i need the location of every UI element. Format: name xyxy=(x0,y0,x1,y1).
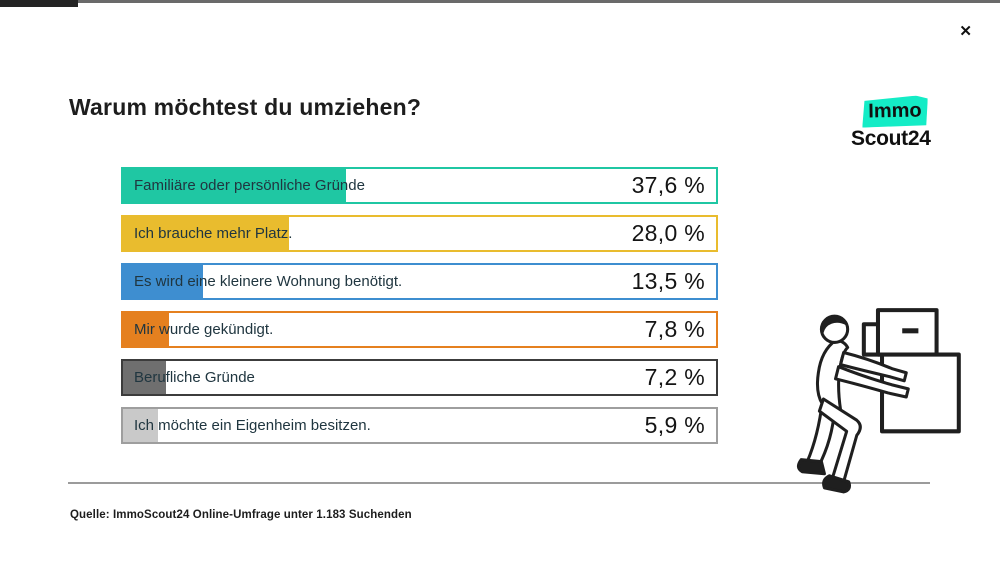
bar-fill xyxy=(123,361,166,394)
floor-line xyxy=(68,482,930,484)
window-top-edge-left-segment xyxy=(0,0,78,7)
logo-badge: Immo xyxy=(862,95,929,127)
logo-word-scout24: Scout24 xyxy=(851,127,931,150)
bar-category-label: Es wird eine kleinere Wohnung benötigt. xyxy=(134,273,403,290)
bar-category-label: Ich möchte ein Eigenheim besitzen. xyxy=(134,417,371,434)
logo-word-immo: Immo xyxy=(868,99,922,123)
bar-value-label: 7,2 % xyxy=(644,364,705,390)
bar-row: Mir wurde gekündigt. 7,8 % xyxy=(121,311,718,348)
bar-category-label: Mir wurde gekündigt. xyxy=(134,321,274,338)
bar-row: Ich möchte ein Eigenheim besitzen. 5,9 % xyxy=(121,407,718,444)
bar-fill xyxy=(123,217,290,250)
bar-fill xyxy=(123,169,346,202)
bar-category-label: Ich brauche mehr Platz. xyxy=(134,225,293,242)
bar-fill xyxy=(123,313,170,346)
bar-value-label: 7,8 % xyxy=(644,316,705,342)
source-note: Quelle: ImmoScout24 Online-Umfrage unter… xyxy=(70,509,412,521)
bar-fill xyxy=(123,265,204,298)
bar-category-label: Familiäre oder persönliche Gründe xyxy=(134,177,365,194)
bar-value-label: 5,9 % xyxy=(644,412,705,438)
bar-fill xyxy=(123,409,158,442)
bar-chart: Familiäre oder persönliche Gründe 37,6 % I… xyxy=(121,167,718,455)
bar-row: Ich brauche mehr Platz. 28,0 % xyxy=(121,215,718,252)
immoscout24-logo: Immo Scout24 xyxy=(851,96,937,151)
window-top-edge xyxy=(0,0,1000,3)
bar-row: Familiäre oder persönliche Gründe 37,6 % xyxy=(121,167,718,204)
bar-value-label: 28,0 % xyxy=(631,220,705,246)
bar-row: Es wird eine kleinere Wohnung benötigt. 1… xyxy=(121,263,718,300)
bar-row: Berufliche Gründe 7,2 % xyxy=(121,359,718,396)
person-carrying-boxes-illustration xyxy=(796,308,961,494)
bar-value-label: 37,6 % xyxy=(631,172,705,198)
close-icon[interactable]: ✕ xyxy=(955,20,976,43)
page-title: Warum möchtest du umziehen? xyxy=(69,94,422,120)
bar-category-label: Berufliche Gründe xyxy=(134,369,255,386)
bar-value-label: 13,5 % xyxy=(631,268,705,294)
